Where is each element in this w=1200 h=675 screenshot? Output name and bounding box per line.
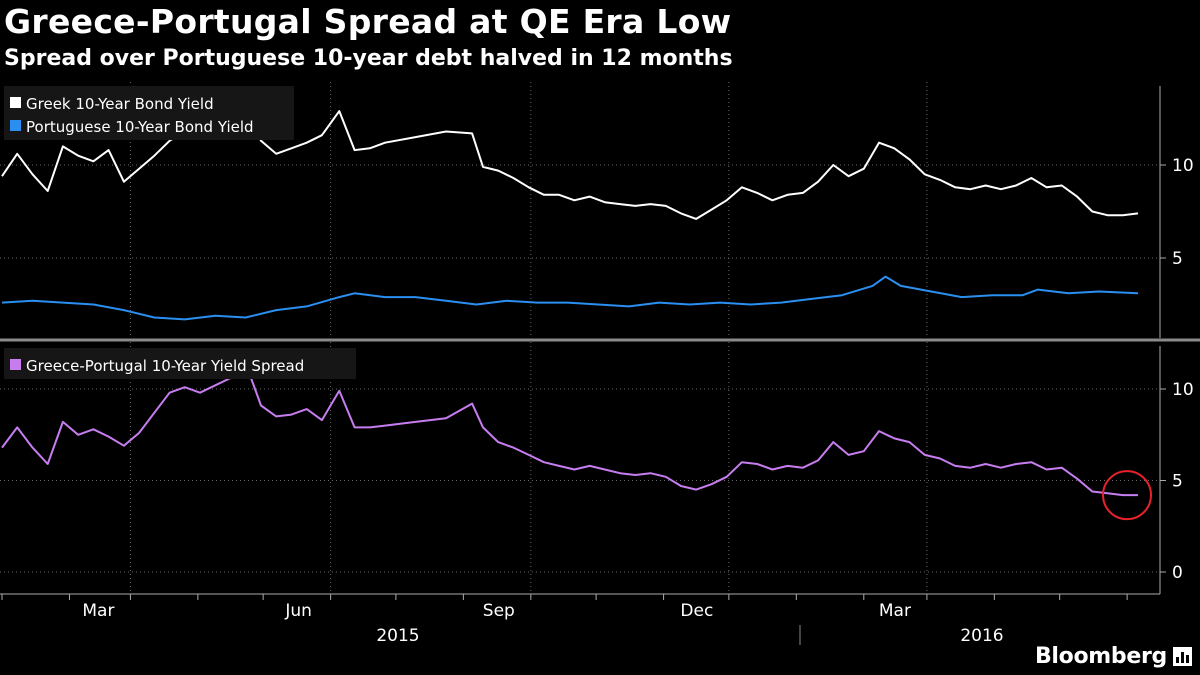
chart-title: Greece-Portugal Spread at QE Era Low	[4, 2, 732, 41]
footer-brand: Bloomberg	[1035, 644, 1192, 669]
legend-swatch	[10, 359, 21, 370]
legend-label: Greece-Portugal 10-Year Yield Spread	[26, 357, 304, 375]
y-tick-label: 5	[1172, 249, 1183, 269]
legend-label: Portuguese 10-Year Bond Yield	[26, 118, 254, 136]
x-tick-label: Dec	[680, 601, 713, 621]
y-tick-label: 5	[1172, 472, 1183, 492]
legend-box	[4, 86, 294, 140]
y-tick-label: 0	[1172, 563, 1183, 583]
x-tick-label: Jun	[284, 601, 312, 621]
legend-swatch	[10, 120, 21, 131]
y-tick-label: 10	[1172, 156, 1194, 176]
year-label: 2015	[376, 626, 419, 646]
brand-name: Bloomberg	[1034, 644, 1167, 669]
legend-box	[4, 348, 356, 379]
highlight-circle	[1102, 470, 1152, 521]
y-tick-label: 10	[1172, 380, 1194, 400]
x-tick-label: Mar	[879, 601, 911, 621]
x-tick-label: Sep	[483, 601, 515, 621]
chart-subtitle: Spread over Portuguese 10-year debt halv…	[4, 46, 733, 71]
series-line	[1, 362, 1138, 497]
x-tick-label: Mar	[82, 601, 114, 621]
series-line	[1, 275, 1139, 321]
legend-swatch	[10, 97, 21, 108]
bloomberg-logo-icon	[1173, 647, 1192, 666]
legend-label: Greek 10-Year Bond Yield	[26, 95, 214, 113]
year-label: 2016	[960, 626, 1003, 646]
